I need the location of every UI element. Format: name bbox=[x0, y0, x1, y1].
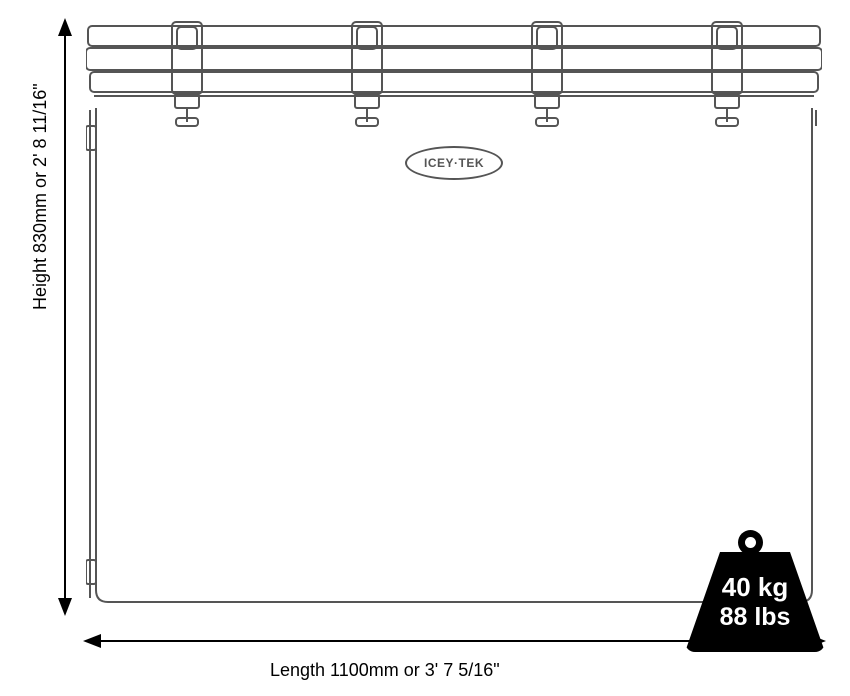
brand-logo-text: ICEY·TEK bbox=[424, 156, 484, 170]
brand-logo-ellipse: ICEY·TEK bbox=[405, 146, 503, 180]
cooler-svg bbox=[86, 18, 822, 606]
weight-lbs-label: 88 lbs bbox=[720, 603, 791, 632]
height-dimension-line bbox=[64, 30, 66, 605]
diagram-canvas: Height 830mm or 2' 8 11/16" Length 1100m… bbox=[0, 0, 850, 696]
weight-icon-ring bbox=[738, 530, 763, 555]
height-dimension-label: Height 830mm or 2' 8 11/16" bbox=[30, 83, 51, 310]
arrow-left-icon bbox=[83, 634, 101, 648]
brand-logo-badge: ICEY·TEK bbox=[405, 146, 503, 180]
arrow-up-icon bbox=[58, 18, 72, 36]
cooler-drawing: ICEY·TEK bbox=[86, 18, 822, 606]
length-dimension-label: Length 1100mm or 3' 7 5/16" bbox=[270, 660, 500, 681]
arrow-down-icon bbox=[58, 598, 72, 616]
weight-kg-label: 40 kg bbox=[722, 573, 789, 603]
